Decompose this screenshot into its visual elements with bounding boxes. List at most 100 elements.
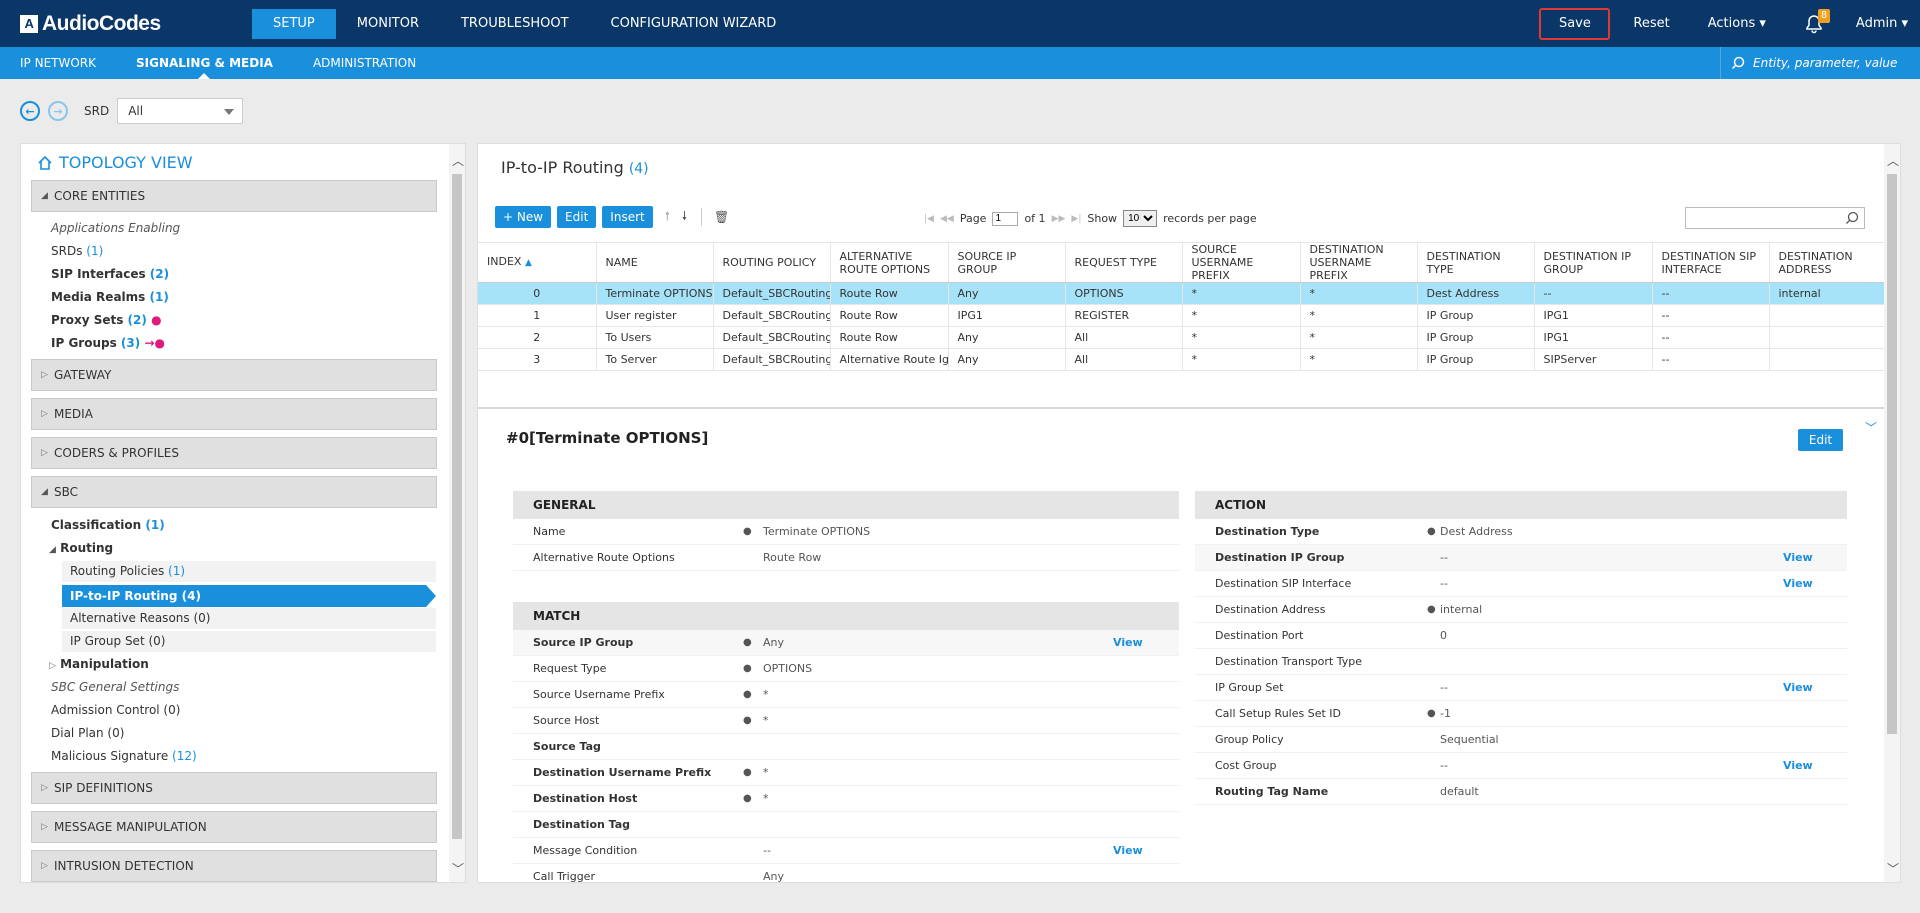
tab-setup[interactable]: SETUP	[252, 8, 336, 39]
nav-routing-policies[interactable]: Routing Policies (1)	[62, 561, 436, 582]
column-header[interactable]: ALTERNATIVE ROUTE OPTIONS	[830, 242, 949, 283]
new-button[interactable]: + New	[495, 206, 552, 228]
nav-proxy-sets[interactable]: Proxy Sets (2) ●	[51, 313, 162, 327]
view-link[interactable]: View	[1113, 636, 1143, 649]
column-header[interactable]: ROUTING POLICY	[713, 242, 831, 283]
back-button[interactable]: ←	[20, 101, 40, 121]
nav-manipulation[interactable]: ▷ Manipulation	[49, 657, 149, 671]
tab-administration[interactable]: ADMINISTRATION	[312, 56, 417, 70]
cell: IP Group	[1417, 326, 1535, 349]
view-link[interactable]: View	[1113, 844, 1143, 857]
tab-signaling-media[interactable]: SIGNALING & MEDIA	[116, 47, 293, 79]
notifications-button[interactable]: 8	[1804, 8, 1831, 36]
nav-ip-group-set[interactable]: IP Group Set (0)	[62, 631, 436, 652]
triangle-right-icon: ▷	[41, 861, 48, 871]
scroll-up-icon[interactable]: ︿	[1887, 154, 1900, 168]
view-link[interactable]: View	[1783, 681, 1813, 694]
page-number-input[interactable]	[992, 211, 1019, 226]
scroll-down-icon[interactable]: ﹀	[1887, 862, 1900, 876]
last-page-icon[interactable]: ▶|	[1071, 213, 1082, 224]
actions-menu[interactable]: Actions ▾	[1707, 16, 1766, 31]
nav-srds[interactable]: SRDs (1)	[51, 244, 103, 258]
nav-applications-enabling[interactable]: Applications Enabling	[51, 221, 181, 235]
scrollbar-thumb[interactable]	[1887, 174, 1897, 734]
field-label: Message Condition	[533, 844, 638, 857]
reset-button[interactable]: Reset	[1633, 16, 1670, 31]
column-header[interactable]: DESTINATION USERNAME PREFIX	[1300, 242, 1418, 283]
field-label: Destination Transport Type	[1215, 655, 1362, 668]
table-search-input[interactable]	[1685, 207, 1865, 229]
detail-edit-button[interactable]: Edit	[1798, 429, 1843, 451]
admin-user-menu[interactable]: Admin ▾	[1855, 16, 1908, 31]
column-header[interactable]: NAME	[596, 242, 714, 283]
scroll-up-icon[interactable]: ︿	[452, 154, 465, 168]
tab-monitor[interactable]: MONITOR	[356, 15, 419, 31]
column-header[interactable]: DESTINATION ADDRESS	[1769, 242, 1886, 283]
section-sbc[interactable]: ◢ SBC	[31, 476, 437, 508]
column-header[interactable]: DESTINATION IP GROUP	[1534, 242, 1653, 283]
insert-button[interactable]: Insert	[602, 206, 653, 228]
section-coders-profiles[interactable]: ▷ CODERS & PROFILES	[31, 437, 437, 469]
cell: OPTIONS	[1065, 282, 1183, 305]
cell: 1	[478, 304, 597, 327]
column-header[interactable]: SOURCE USERNAME PREFIX	[1182, 242, 1301, 283]
triangle-down-icon: ◢	[49, 545, 56, 555]
nav-ip-to-ip-routing[interactable]: IP-to-IP Routing (4)	[62, 585, 436, 607]
chevron-down-icon[interactable]: ﹀	[1865, 421, 1878, 435]
detail-row: Message Condition -- View	[513, 838, 1179, 864]
nav-sbc-general-settings[interactable]: SBC General Settings	[51, 680, 180, 694]
nav-routing[interactable]: ◢ Routing	[49, 541, 113, 555]
move-up-icon[interactable]: 🠕	[664, 208, 670, 223]
view-link[interactable]: View	[1783, 551, 1813, 564]
column-header[interactable]: SOURCE IP GROUP	[948, 242, 1066, 283]
nav-dial-plan[interactable]: Dial Plan (0)	[51, 726, 125, 740]
cell: Default_SBCRoutingPolicy	[713, 348, 831, 371]
logo-mark-icon: A	[20, 15, 38, 33]
next-page-icon[interactable]: ▶▶	[1051, 213, 1066, 224]
section-core-entities[interactable]: ◢ CORE ENTITIES	[31, 180, 437, 212]
column-header[interactable]: DESTINATION SIP INTERFACE	[1652, 242, 1770, 283]
view-link[interactable]: View	[1783, 759, 1813, 772]
save-button[interactable]: Save	[1539, 7, 1611, 40]
left-panel-scrollbar[interactable]: ︿ ﹀	[449, 144, 465, 882]
column-header[interactable]: DESTINATION TYPE	[1417, 242, 1535, 283]
nav-label: IP Groups	[51, 336, 117, 350]
scroll-down-icon[interactable]: ﹀	[452, 862, 465, 876]
section-gateway[interactable]: ▷ GATEWAY	[31, 359, 437, 391]
nav-alternative-reasons[interactable]: Alternative Reasons (0)	[62, 608, 436, 629]
forward-button[interactable]: →	[48, 101, 68, 121]
table-row[interactable]: 3To ServerDefault_SBCRoutingPolicyAltern…	[478, 348, 1886, 371]
edit-button[interactable]: Edit	[557, 206, 597, 228]
srd-select[interactable]: All	[117, 98, 244, 124]
main-panel-scrollbar[interactable]: ︿ ﹀	[1884, 144, 1900, 882]
tab-troubleshoot[interactable]: TROUBLESHOOT	[460, 15, 569, 31]
nav-malicious-signature[interactable]: Malicious Signature (12)	[51, 749, 197, 763]
first-page-icon[interactable]: |◀	[924, 213, 934, 224]
section-message-manipulation[interactable]: ▷ MESSAGE MANIPULATION	[31, 811, 437, 843]
cell: --	[1652, 282, 1770, 305]
nav-classification[interactable]: Classification (1)	[51, 518, 165, 532]
topology-view-title[interactable]: TOPOLOGY VIEW	[37, 153, 193, 172]
records-per-page-select[interactable]: 10	[1123, 210, 1158, 227]
column-header[interactable]: REQUEST TYPE	[1065, 242, 1183, 283]
column-header[interactable]: INDEX ▲	[478, 242, 597, 283]
view-link[interactable]: View	[1783, 577, 1813, 590]
nav-sip-interfaces[interactable]: SIP Interfaces (2)	[51, 267, 169, 281]
nav-ip-groups[interactable]: IP Groups (3) →●	[51, 336, 165, 350]
global-search-input[interactable]: Entity, parameter, value	[1720, 47, 1920, 79]
section-media[interactable]: ▷ MEDIA	[31, 398, 437, 430]
section-intrusion-detection[interactable]: ▷ INTRUSION DETECTION	[31, 850, 437, 882]
nav-media-realms[interactable]: Media Realms (1)	[51, 290, 169, 304]
scrollbar-thumb[interactable]	[452, 174, 462, 839]
trash-icon[interactable]: 🗑	[714, 210, 730, 224]
nav-admission-control[interactable]: Admission Control (0)	[51, 703, 181, 717]
section-label: MEDIA	[54, 407, 93, 421]
section-sip-definitions[interactable]: ▷ SIP DEFINITIONS	[31, 772, 437, 804]
move-down-icon[interactable]: 🠗	[681, 208, 688, 223]
tab-ip-network[interactable]: IP NETWORK	[20, 56, 96, 70]
prev-page-icon[interactable]: ◀◀	[939, 213, 954, 224]
tab-configuration-wizard[interactable]: CONFIGURATION WIZARD	[610, 15, 777, 31]
